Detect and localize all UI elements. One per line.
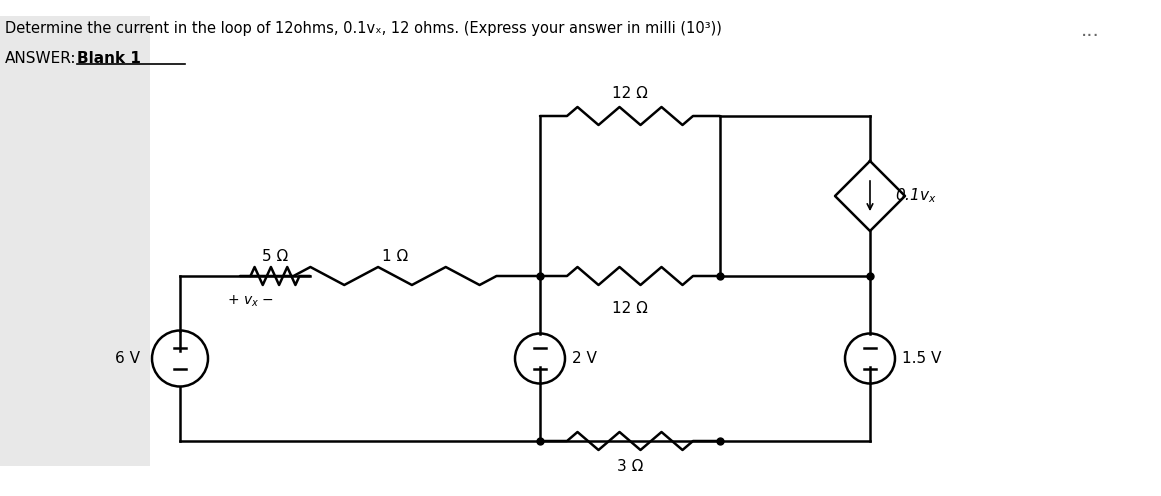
Text: 12 Ω: 12 Ω (612, 86, 648, 101)
Text: 0.1$v_x$: 0.1$v_x$ (895, 186, 937, 205)
FancyBboxPatch shape (0, 16, 150, 466)
Text: 6 V: 6 V (115, 351, 140, 366)
Text: 2 V: 2 V (572, 351, 597, 366)
Text: 5 Ω: 5 Ω (262, 249, 288, 264)
Text: 12 Ω: 12 Ω (612, 301, 648, 316)
Text: 3 Ω: 3 Ω (616, 459, 643, 474)
Text: Blank 1: Blank 1 (77, 51, 140, 66)
Text: ...: ... (1081, 21, 1099, 40)
Text: 1.5 V: 1.5 V (902, 351, 942, 366)
Text: 1 Ω: 1 Ω (382, 249, 409, 264)
Text: ANSWER:: ANSWER: (5, 51, 77, 66)
Text: Determine the current in the loop of 12ohms, 0.1vₓ, 12 ohms. (Express your answe: Determine the current in the loop of 12o… (5, 21, 722, 36)
Text: + $v_x$ −: + $v_x$ − (226, 294, 274, 310)
